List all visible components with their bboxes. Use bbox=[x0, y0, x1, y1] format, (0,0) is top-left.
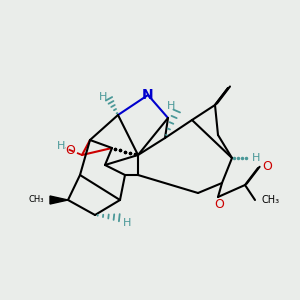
Text: H: H bbox=[99, 92, 107, 102]
Text: O: O bbox=[214, 197, 224, 211]
Text: N: N bbox=[142, 88, 154, 102]
Text: H: H bbox=[57, 141, 65, 151]
Text: O: O bbox=[262, 160, 272, 172]
Text: H: H bbox=[167, 101, 175, 111]
Polygon shape bbox=[50, 196, 68, 204]
Text: H: H bbox=[123, 218, 131, 228]
Text: H: H bbox=[252, 153, 260, 163]
Text: CH₃: CH₃ bbox=[28, 196, 44, 205]
Text: O: O bbox=[65, 145, 75, 158]
Text: CH₃: CH₃ bbox=[261, 195, 279, 205]
